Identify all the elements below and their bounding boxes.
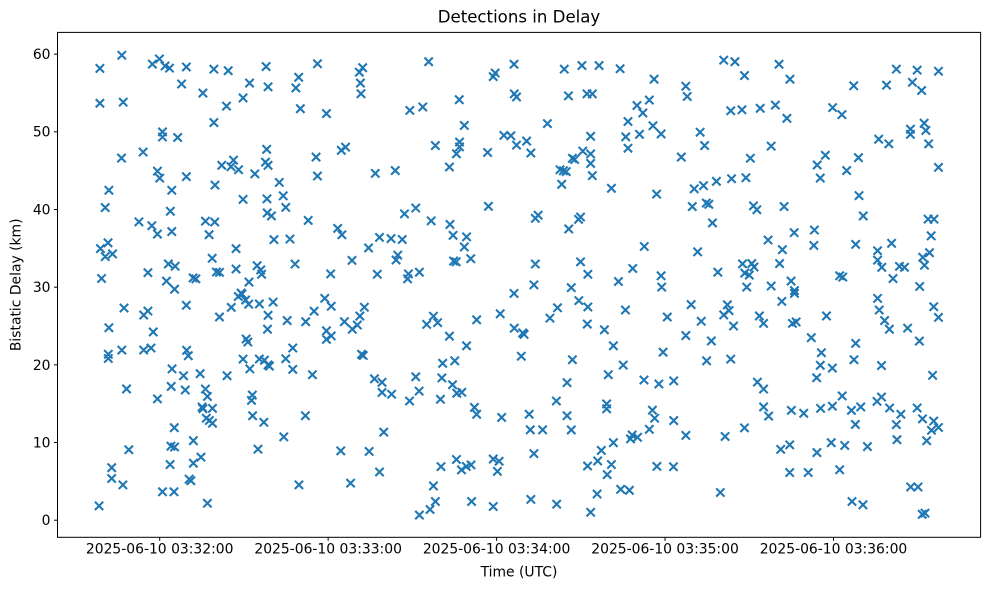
x-tick-label: 2025-06-10 03:36:00 (760, 542, 908, 558)
chart-title: Detections in Delay (438, 8, 601, 27)
y-tick-label: 30 (33, 280, 51, 296)
x-axis-ticks: 2025-06-10 03:32:00 2025-06-10 03:33:00 20… (86, 537, 908, 558)
x-axis-label: Time (UTC) (480, 565, 558, 581)
x-tick-label: 2025-06-10 03:32:00 (86, 542, 234, 558)
data-points (94, 50, 944, 520)
y-tick-label: 20 (33, 358, 51, 374)
y-axis-label: Bistatic Delay (km) (8, 218, 24, 351)
x-tick-label: 2025-06-10 03:34:00 (423, 542, 571, 558)
y-tick-label: 10 (33, 435, 51, 451)
axes-border (57, 31, 982, 538)
y-tick-label: 40 (33, 202, 51, 218)
y-tick-label: 50 (33, 125, 51, 141)
y-axis-ticks: 0 10 20 30 40 50 60 (33, 47, 58, 529)
scatter-markers (94, 50, 944, 520)
y-tick-label: 0 (42, 513, 51, 529)
x-tick-label: 2025-06-10 03:33:00 (254, 542, 402, 558)
y-tick-label: 60 (33, 47, 51, 63)
x-tick-label: 2025-06-10 03:35:00 (591, 542, 739, 558)
